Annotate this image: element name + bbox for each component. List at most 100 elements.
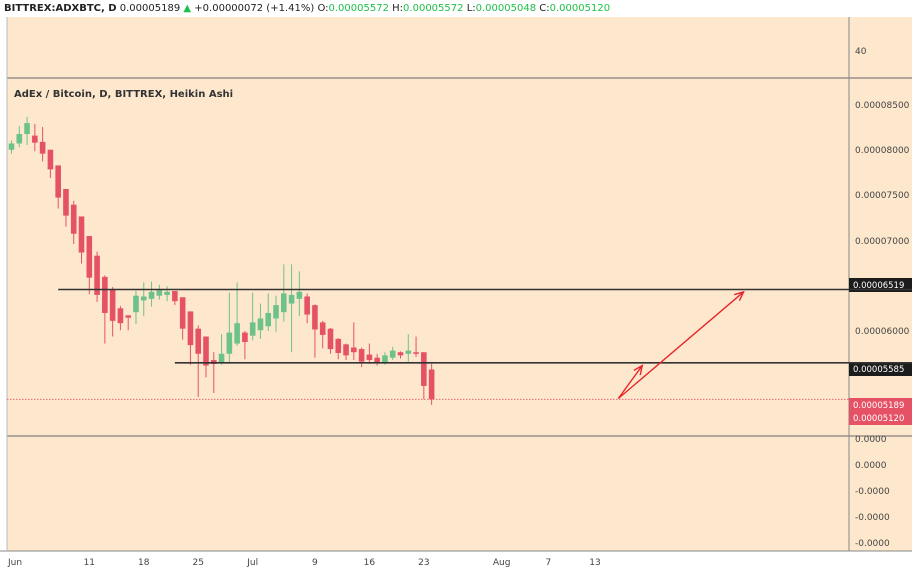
close-value: 0.00005120 [549, 3, 611, 14]
candle [265, 293, 272, 332]
candle-body [382, 355, 388, 363]
candle-body [288, 294, 295, 304]
close-price-tag-label: 0.00005120 [853, 414, 904, 424]
candle [86, 236, 93, 295]
lower-pane-tick: -0.0000 [855, 487, 890, 497]
last-price: 0.00005189 [119, 3, 181, 14]
candle-body [273, 305, 279, 319]
resistance-price-tag [849, 278, 912, 292]
open-value: 0.00005572 [328, 3, 389, 14]
candle [366, 343, 373, 364]
time-axis-background [0, 551, 912, 569]
candle [195, 325, 202, 397]
last-price-tag [849, 398, 912, 425]
high-label: H: [392, 3, 404, 14]
candle [242, 331, 248, 360]
candle [94, 251, 100, 302]
candle-body [70, 204, 77, 234]
candle [203, 336, 209, 378]
candle-body [405, 350, 412, 354]
candle-body [55, 165, 61, 198]
candle [226, 292, 233, 364]
candle-body [179, 297, 186, 329]
close-label: C: [539, 3, 550, 14]
candle [8, 140, 15, 154]
candle [78, 216, 85, 264]
time-axis-tick-label: 9 [312, 558, 318, 568]
low-label: L: [466, 3, 476, 14]
candle [109, 287, 116, 337]
candle-body [358, 349, 365, 362]
time-axis-tick-label: 23 [418, 558, 429, 568]
price-chart[interactable]: AdEx / Bitcoin, D, BITTREX, Heikin Ashi … [0, 17, 912, 569]
candle-body [47, 149, 54, 170]
candle [335, 338, 342, 360]
candle-body [234, 323, 240, 344]
candle-body [218, 353, 225, 363]
candle-body [195, 328, 202, 354]
candle-body [78, 216, 85, 253]
candle-body [133, 295, 139, 313]
symbol-header: BITTREX:ADXBTC, D 0.00005189 ▲ +0.000000… [0, 0, 912, 17]
candle [351, 322, 357, 361]
candle [70, 200, 77, 244]
candle-body [156, 290, 163, 296]
time-axis: Jun 11 18 25 Jul 9 16 23 Aug 7 13 [7, 558, 601, 568]
candle-body [327, 328, 334, 350]
price-tick: 0.00007000 [855, 237, 910, 247]
symbol-name: BITTREX:ADXBTC, D [4, 3, 117, 14]
candle [319, 320, 326, 349]
triangle-up-icon: ▲ [183, 3, 192, 14]
last-price-tag-label: 0.00005189 [853, 401, 904, 411]
candle-body [203, 336, 209, 366]
candle-body [102, 276, 108, 313]
candle-body [109, 289, 116, 321]
candle [234, 282, 240, 346]
candle-body [343, 344, 349, 356]
candle-body [335, 338, 342, 353]
low-value: 0.00005048 [475, 3, 537, 14]
time-axis-tick-label: Jul [246, 558, 258, 568]
candle [39, 126, 46, 162]
candle-body [63, 188, 69, 216]
candle-body [86, 236, 93, 278]
candle-body [242, 332, 248, 343]
candle-body [187, 311, 194, 346]
candle-body [164, 291, 170, 295]
candle-body [117, 308, 124, 324]
candle [343, 343, 349, 361]
price-tick: 0.00008000 [855, 146, 910, 156]
candle [296, 271, 303, 317]
candle-body [281, 293, 287, 313]
price-tick: 0.00006000 [855, 327, 910, 337]
candle-body [366, 354, 373, 361]
candle [327, 327, 334, 354]
candle [32, 123, 38, 152]
time-axis-tick-label: Aug [493, 558, 511, 568]
lower-pane-tick: -0.0000 [855, 513, 890, 523]
candle-body [148, 291, 155, 299]
open-label: O: [317, 3, 329, 14]
candle [304, 293, 310, 324]
candle [288, 264, 295, 353]
resistance-price-tag-label: 0.00006519 [853, 281, 904, 291]
candle-body [172, 291, 178, 302]
time-axis-tick-label: 18 [138, 558, 150, 568]
candle [140, 282, 147, 317]
candle-body [296, 291, 303, 299]
candle [24, 116, 30, 146]
candle-body [39, 141, 46, 154]
lower-pane-tick: 0.0000 [855, 435, 887, 445]
candle [16, 126, 23, 148]
candle [281, 264, 287, 322]
candle-body [351, 347, 357, 353]
candle [172, 291, 178, 306]
candle [125, 315, 131, 331]
time-axis-tick-label: Jun [7, 558, 22, 568]
high-value: 0.00005572 [403, 3, 464, 14]
candle [63, 188, 69, 227]
chart-legend-title: AdEx / Bitcoin, D, BITTREX, Heikin Ashi [14, 89, 233, 100]
candle [187, 311, 194, 365]
time-axis-tick-label: 16 [364, 558, 376, 568]
candle-body [16, 134, 23, 144]
